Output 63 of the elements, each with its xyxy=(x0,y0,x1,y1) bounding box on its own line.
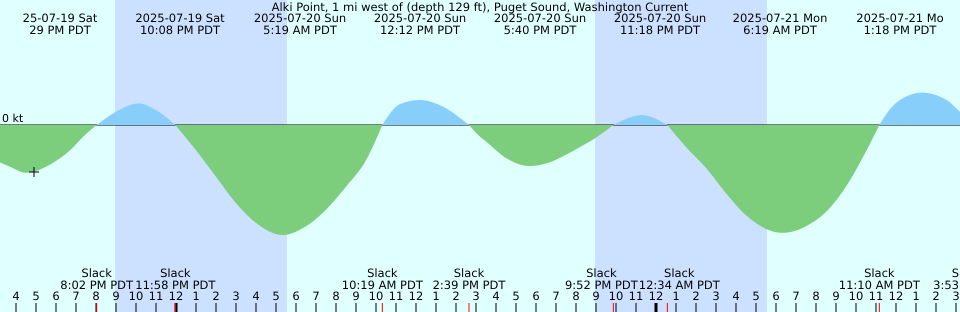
x-tick-label: 6 xyxy=(532,289,540,303)
x-tick-label: 11 xyxy=(148,289,164,303)
x-tick-label: 4 xyxy=(252,289,260,303)
x-tick-label: 3 xyxy=(472,289,480,303)
x-tick-label: 3 xyxy=(232,289,240,303)
x-tick-label: 5 xyxy=(32,289,40,303)
text: 25-07-19 Sat 29 PM PDT xyxy=(22,11,98,37)
x-tick-label: 8 xyxy=(812,289,820,303)
ref-line-label: Slack 9:52 PM PDT xyxy=(564,266,639,292)
ref-line-label: Slack 12:34 AM PDT xyxy=(638,266,721,292)
x-tick-label: 7 xyxy=(792,289,800,303)
x-tick-label: 9 xyxy=(592,289,600,303)
x-tick-label: 12 xyxy=(648,289,664,303)
ref-line-label: Slack 10:19 AM PDT xyxy=(342,266,424,292)
x-tick-label: 11 xyxy=(388,289,404,303)
x-tick-label: 10 xyxy=(368,289,384,303)
text: 2025-07-21 Mon 6:19 AM PDT xyxy=(732,11,828,37)
x-tick-label: 12 xyxy=(888,289,904,303)
x-tick-label: 9 xyxy=(112,289,120,303)
x-tick-label: 3 xyxy=(712,289,720,303)
x-tick-label: 10 xyxy=(848,289,864,303)
x-tick-label: 8 xyxy=(92,289,100,303)
x-tick-label: 4 xyxy=(12,289,20,303)
text: 2025-07-20 Sun 5:19 AM PDT xyxy=(254,11,346,37)
x-tick-label: 5 xyxy=(272,289,280,303)
text: S 3:53 xyxy=(933,266,959,292)
ref-line-label: Slack 11:10 AM PDT xyxy=(838,266,921,292)
x-tick-label: 11 xyxy=(868,289,884,303)
x-tick-label: 1 xyxy=(192,289,200,303)
ref-line-label: Slack 8:02 PM PDT xyxy=(60,266,134,292)
x-tick-label: 6 xyxy=(772,289,780,303)
x-tick-label: 11 xyxy=(628,289,644,303)
x-tick-label: 8 xyxy=(572,289,580,303)
text: 2025-07-21 Mo 1:18 PM PDT xyxy=(856,11,944,37)
x-tick-label: 9 xyxy=(832,289,840,303)
x-tick-label: 10 xyxy=(608,289,624,303)
text: 2025-07-19 Sat 10:08 PM PDT xyxy=(135,11,226,37)
x-tick-label: 2 xyxy=(452,289,460,303)
x-tick-label: 12 xyxy=(408,289,424,303)
x-tick-label: 6 xyxy=(52,289,60,303)
x-tick-label: 2 xyxy=(692,289,700,303)
x-tick-label: 10 xyxy=(128,289,144,303)
x-tick-label: 7 xyxy=(312,289,320,303)
x-tick-label: 8 xyxy=(332,289,340,303)
x-tick-label: 1 xyxy=(912,289,920,303)
x-tick-label: 12 xyxy=(168,289,184,303)
x-tick-label: 1 xyxy=(672,289,680,303)
x-tick-label: 1 xyxy=(432,289,440,303)
ref-line-label: Slack 2:39 PM PDT xyxy=(432,266,506,292)
ref-line-label: Slack 11:58 PM PDT xyxy=(135,266,216,292)
x-tick-label: 9 xyxy=(352,289,360,303)
x-tick-label: 7 xyxy=(552,289,560,303)
x-tick-label: 5 xyxy=(512,289,520,303)
x-tick-label: 2 xyxy=(212,289,220,303)
x-tick-label: 6 xyxy=(292,289,300,303)
ref-line-label: 0 kt xyxy=(2,112,24,125)
x-tick-label: 4 xyxy=(732,289,740,303)
x-tick-label: 5 xyxy=(752,289,760,303)
x-tick-label: 2 xyxy=(932,289,940,303)
x-tick-label: 4 xyxy=(492,289,500,303)
x-tick-label: 7 xyxy=(72,289,80,303)
chart-title: Alki Point, 1 mi west of (depth 129 ft), Puget Sound, Washington Current xyxy=(272,0,689,14)
x-tick-label: 3 xyxy=(952,289,960,303)
